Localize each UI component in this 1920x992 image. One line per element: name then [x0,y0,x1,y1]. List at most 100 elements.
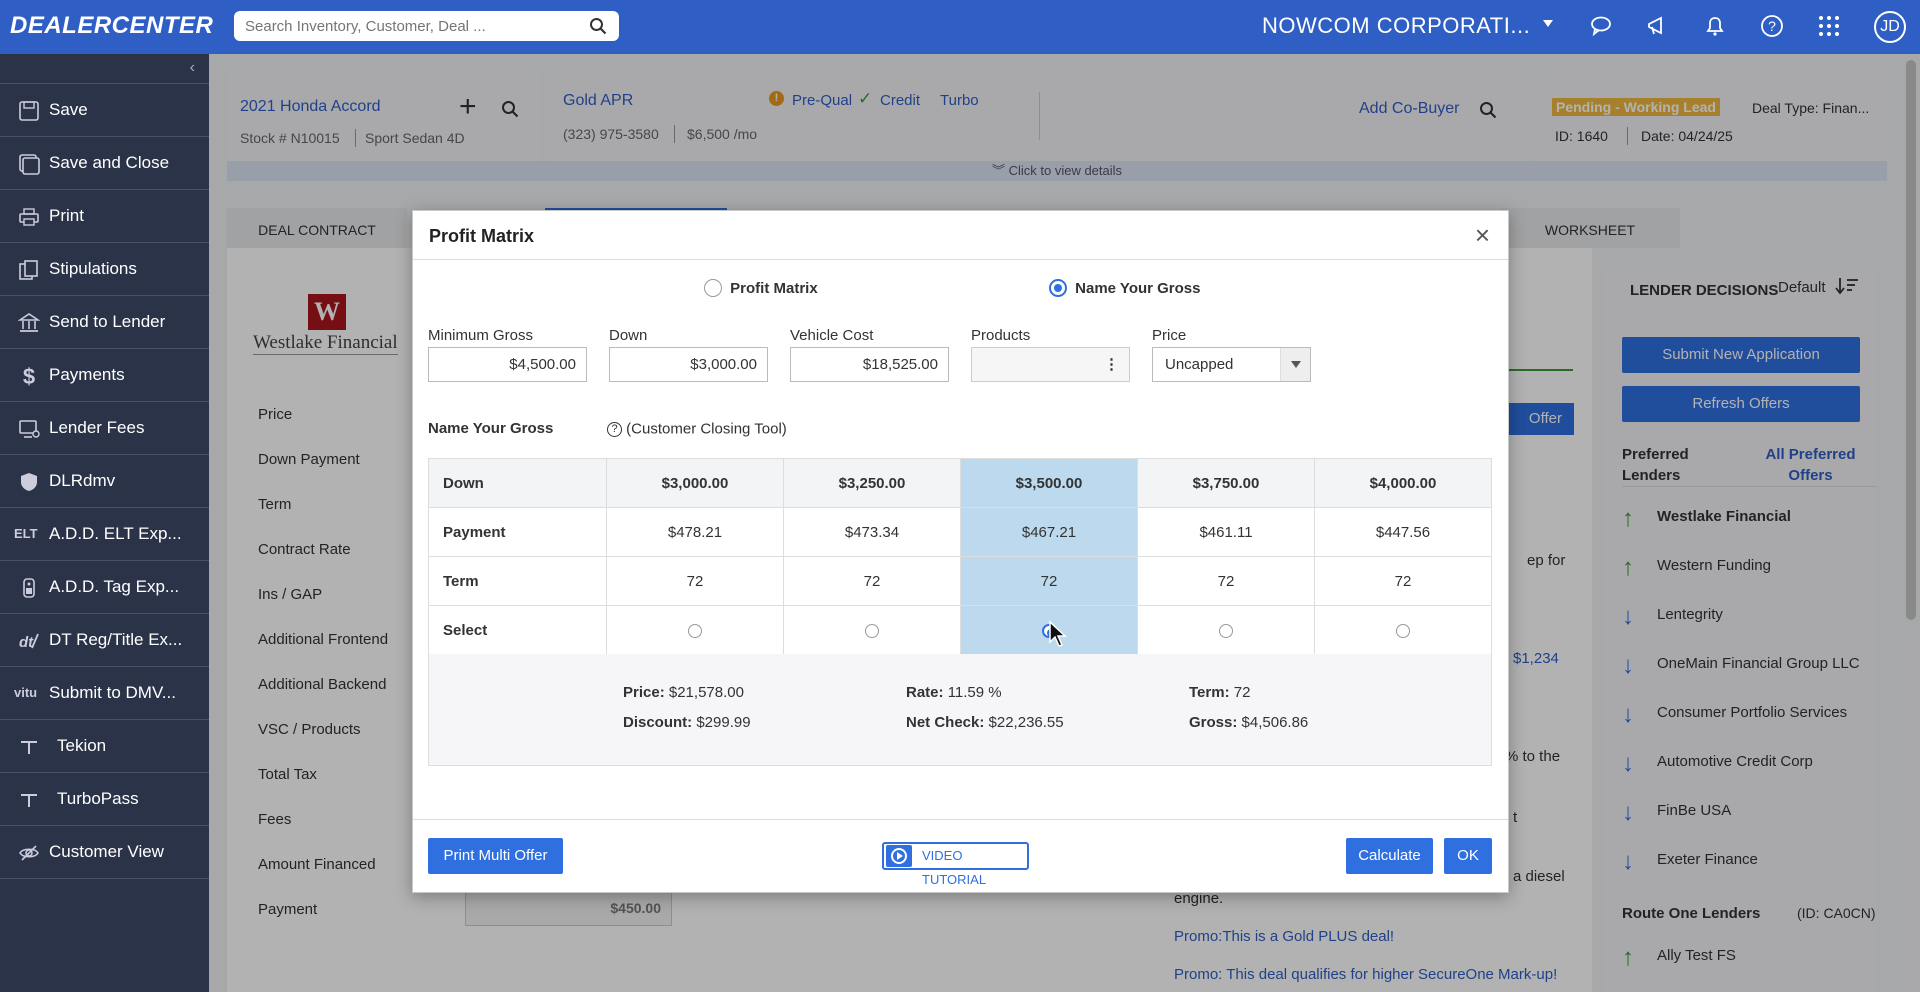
select-radio[interactable] [688,623,702,638]
grid-row-payment: Payment $478.21 $473.34 $467.21 $461.11 … [428,507,1492,557]
avatar[interactable]: JD [1874,11,1906,43]
video-tutorial-button[interactable]: VIDEO TUTORIAL [882,842,1029,887]
sidebar-item-print[interactable]: Print [0,190,209,243]
ok-button[interactable]: OK [1444,838,1492,874]
grid-cell-payment: $478.21 [606,507,784,557]
summary-discount: Discount: $299.99 [623,714,751,731]
select-radio[interactable] [1219,623,1233,638]
payment-field[interactable]: $450.00 [465,890,672,926]
search-icon[interactable] [501,100,519,118]
grid-cell-select [960,605,1138,655]
sort-icon[interactable] [1835,276,1859,296]
submit-new-application-button[interactable]: Submit New Application [1622,337,1860,373]
chevron-left-icon[interactable]: ‹ [189,59,195,76]
apps-grid-icon[interactable] [1817,14,1841,38]
sidebar-item-payments[interactable]: $ Payments [0,349,209,402]
down-label: Down [609,327,648,344]
search-input[interactable] [234,11,564,41]
search-icon[interactable] [589,17,607,35]
global-search[interactable] [234,11,619,41]
promo-text: Promo:This is a Gold PLUS deal! [1174,928,1395,945]
megaphone-icon[interactable] [1646,14,1670,38]
price-select[interactable]: Uncapped [1152,347,1311,382]
arrow-up-icon: ↑ [1622,505,1634,532]
down-input[interactable]: $3,000.00 [609,347,768,382]
summary-price: Price: $21,578.00 [623,684,744,701]
mode-name-your-gross[interactable]: Name Your Gross [1049,279,1201,298]
dropdown-caret-icon[interactable] [1280,348,1310,381]
vehicle-cost-input[interactable]: $18,525.00 [790,347,949,382]
summary-value: $21,578.00 [668,684,744,701]
scrollbar[interactable] [1906,60,1916,620]
green-divider [1507,369,1573,371]
route-one-label: Route One Lenders [1622,905,1761,922]
calculate-button[interactable]: Calculate [1346,838,1433,874]
radio-name-your-gross[interactable] [1049,279,1067,298]
grid-cell-payment: $473.34 [783,507,961,557]
print-multi-offer-button[interactable]: Print Multi Offer [428,838,563,874]
credit-link[interactable]: Credit [880,92,921,109]
select-radio[interactable] [865,623,879,638]
closing-tool[interactable]: ? (Customer Closing Tool) [607,420,787,438]
add-cobuyer-link[interactable]: Add Co-Buyer [1359,100,1460,117]
offer-button[interactable]: Offer [1502,403,1574,435]
bell-icon[interactable] [1703,14,1727,38]
close-icon[interactable]: × [1474,220,1490,250]
section-title: Name Your Gross [428,420,554,437]
summary-value: $4,506.86 [1241,714,1309,731]
plus-icon[interactable]: + [459,90,477,123]
sidebar-item-dlrdmv[interactable]: DLRdmv [0,455,209,508]
search-icon[interactable] [1479,101,1497,119]
arrow-down-icon: ↓ [1622,701,1634,728]
sidebar-item-send-to-lender[interactable]: Send to Lender [0,296,209,349]
customer-name[interactable]: Gold APR [563,92,634,109]
chevron-down-icon[interactable] [1543,20,1553,27]
eye-off-icon [19,845,39,861]
notes-amount[interactable]: $1,234 [1513,650,1559,667]
sidebar-item-submit-dmv[interactable]: vitu Submit to DMV... [0,667,209,720]
products-input[interactable]: ⋮ [971,347,1130,382]
summary-term: Term: 72 [1189,684,1250,701]
sidebar-item-save-close[interactable]: Save and Close [0,137,209,190]
turbo-link[interactable]: Turbo [940,92,979,109]
chevron-double-down-icon: ︾ [991,163,1009,178]
arrow-down-icon: ↓ [1622,848,1634,875]
lender-decisions-panel: LENDER DECISIONS Default Submit New Appl… [1603,272,1877,992]
summary-net-check: Net Check: $22,236.55 [906,714,1064,731]
sidebar-collapse[interactable]: ‹ [0,54,209,84]
notes-text: t [1513,809,1518,826]
sidebar-item-turbopass[interactable]: TurboPass [0,773,209,826]
tab-worksheet[interactable]: WORKSHEET [1500,208,1680,248]
grid-cell-term: 72 [783,556,961,606]
sidebar-item-save[interactable]: Save [0,84,209,137]
vehicle-title[interactable]: 2021 Honda Accord [240,98,381,115]
closing-tool-label: (Customer Closing Tool) [626,420,787,438]
refresh-offers-button[interactable]: Refresh Offers [1622,386,1860,422]
mode-profit-matrix[interactable]: Profit Matrix [704,279,818,298]
divider [674,125,675,143]
prequal-link[interactable]: Pre-Qual [792,92,853,109]
view-details-bar[interactable]: ︾ Click to view details [227,161,1887,181]
sort-label[interactable]: Default [1778,279,1826,296]
min-gross-input[interactable]: $4,500.00 [428,347,587,382]
sidebar-item-add-elt[interactable]: ELT A.D.D. ELT Exp... [0,508,209,561]
sidebar-item-lender-fees[interactable]: Lender Fees [0,402,209,455]
chat-icon[interactable] [1589,14,1613,38]
sidebar-item-customer-view[interactable]: Customer View [0,826,209,879]
sidebar-item-dt-reg[interactable]: dt DT Reg/Title Ex... [0,614,209,667]
kebab-menu-icon[interactable]: ⋮ [1104,356,1119,373]
tab-deal-contract[interactable]: DEAL CONTRACT [227,208,407,248]
contract-field-label: Fees [258,811,292,828]
help-icon[interactable]: ? [1760,14,1784,38]
sidebar-item-stipulations[interactable]: Stipulations [0,243,209,296]
radio-profit-matrix[interactable] [704,279,722,298]
grid-row-term: Term 72 72 72 72 72 [428,556,1492,606]
sidebar-item-add-tag[interactable]: A.D.D. Tag Exp... [0,561,209,614]
video-tutorial-label: VIDEO TUTORIAL [922,848,987,887]
all-preferred-offers-link[interactable]: All Preferred Offers [1765,446,1856,484]
brand-logo[interactable]: DEALERCENTER [10,12,214,39]
select-radio[interactable] [1396,623,1410,638]
help-icon[interactable]: ? [607,421,622,437]
sidebar-item-tekion[interactable]: Tekion [0,720,209,773]
company-selector[interactable]: NOWCOM CORPORATI... [1262,13,1531,38]
